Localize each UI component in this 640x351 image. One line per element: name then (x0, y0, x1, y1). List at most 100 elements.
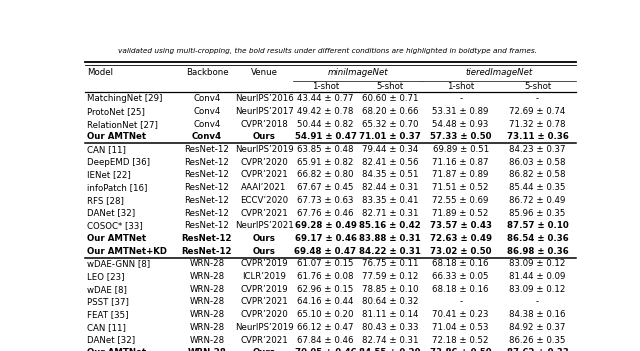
Text: CVPR’2019: CVPR’2019 (240, 259, 288, 269)
Text: Ours: Ours (253, 234, 275, 243)
Text: 82.41 ± 0.56: 82.41 ± 0.56 (362, 158, 419, 167)
Text: 86.82 ± 0.58: 86.82 ± 0.58 (509, 171, 566, 179)
Text: 84.23 ± 0.37: 84.23 ± 0.37 (509, 145, 566, 154)
Text: ICLR’2019: ICLR’2019 (242, 272, 286, 281)
Text: 61.07 ± 0.15: 61.07 ± 0.15 (297, 259, 354, 269)
Text: 1-shot: 1-shot (447, 82, 474, 91)
Text: 80.43 ± 0.33: 80.43 ± 0.33 (362, 323, 419, 332)
Text: ECCV’2020: ECCV’2020 (240, 196, 288, 205)
Text: ResNet-12: ResNet-12 (184, 208, 229, 218)
Text: 87.57 ± 0.10: 87.57 ± 0.10 (507, 221, 568, 230)
Text: -: - (536, 298, 539, 306)
Text: PSST [37]: PSST [37] (87, 298, 129, 306)
Text: infoPatch [16]: infoPatch [16] (87, 183, 147, 192)
Text: 68.20 ± 0.66: 68.20 ± 0.66 (362, 107, 419, 116)
Text: 68.18 ± 0.16: 68.18 ± 0.16 (433, 259, 489, 269)
Text: -: - (459, 298, 462, 306)
Text: 71.89 ± 0.52: 71.89 ± 0.52 (433, 208, 489, 218)
Text: 43.44 ± 0.77: 43.44 ± 0.77 (297, 94, 354, 103)
Text: AAAI’2021: AAAI’2021 (241, 183, 287, 192)
Text: 63.85 ± 0.48: 63.85 ± 0.48 (297, 145, 354, 154)
Text: WRN-28: WRN-28 (189, 310, 225, 319)
Text: CAN [11]: CAN [11] (87, 145, 126, 154)
Text: 69.28 ± 0.49: 69.28 ± 0.49 (294, 221, 356, 230)
Text: ResNet-12: ResNet-12 (184, 196, 229, 205)
Text: NeurIPS’2019: NeurIPS’2019 (235, 145, 293, 154)
Text: Ours: Ours (253, 132, 275, 141)
Text: CVPR’2021: CVPR’2021 (240, 171, 288, 179)
Text: 54.91 ± 0.47: 54.91 ± 0.47 (294, 132, 356, 141)
Text: 72.18 ± 0.52: 72.18 ± 0.52 (433, 336, 489, 345)
Text: FEAT [35]: FEAT [35] (87, 310, 129, 319)
Text: 67.84 ± 0.46: 67.84 ± 0.46 (297, 336, 354, 345)
Text: CVPR’2020: CVPR’2020 (240, 158, 288, 167)
Text: 71.51 ± 0.52: 71.51 ± 0.52 (433, 183, 489, 192)
Text: COSOC* [33]: COSOC* [33] (87, 221, 143, 230)
Text: 5-shot: 5-shot (524, 82, 551, 91)
Text: 71.16 ± 0.87: 71.16 ± 0.87 (433, 158, 489, 167)
Text: 70.41 ± 0.23: 70.41 ± 0.23 (433, 310, 489, 319)
Text: CVPR’2020: CVPR’2020 (240, 310, 288, 319)
Text: 71.04 ± 0.53: 71.04 ± 0.53 (433, 323, 489, 332)
Text: ResNet-12: ResNet-12 (184, 171, 229, 179)
Text: 83.88 ± 0.31: 83.88 ± 0.31 (359, 234, 421, 243)
Text: Conv4: Conv4 (192, 132, 222, 141)
Text: Conv4: Conv4 (193, 107, 221, 116)
Text: DANet [32]: DANet [32] (87, 336, 135, 345)
Text: 57.33 ± 0.50: 57.33 ± 0.50 (430, 132, 492, 141)
Text: Backbone: Backbone (186, 68, 228, 78)
Text: 85.44 ± 0.35: 85.44 ± 0.35 (509, 183, 566, 192)
Text: 81.44 ± 0.09: 81.44 ± 0.09 (509, 272, 566, 281)
Text: Our AMTNet: Our AMTNet (87, 132, 146, 141)
Text: ResNet-12: ResNet-12 (182, 247, 232, 256)
Text: 66.12 ± 0.47: 66.12 ± 0.47 (297, 323, 354, 332)
Text: 77.59 ± 0.12: 77.59 ± 0.12 (362, 272, 418, 281)
Text: NeurIPS’2019: NeurIPS’2019 (235, 323, 293, 332)
Text: 65.32 ± 0.70: 65.32 ± 0.70 (362, 120, 419, 129)
Text: validated using multi-cropping, the bold results under different conditions are : validated using multi-cropping, the bold… (118, 48, 538, 54)
Text: CVPR’2019: CVPR’2019 (240, 285, 288, 294)
Text: 76.75 ± 0.11: 76.75 ± 0.11 (362, 259, 419, 269)
Text: 86.72 ± 0.49: 86.72 ± 0.49 (509, 196, 566, 205)
Text: WRN-28: WRN-28 (189, 336, 225, 345)
Text: wDAE [8]: wDAE [8] (87, 285, 127, 294)
Text: 87.62 ± 0.33: 87.62 ± 0.33 (507, 348, 568, 351)
Text: WRN-28: WRN-28 (189, 323, 225, 332)
Text: Venue: Venue (250, 68, 278, 78)
Text: 86.26 ± 0.35: 86.26 ± 0.35 (509, 336, 566, 345)
Text: ResNet-12: ResNet-12 (184, 145, 229, 154)
Text: 84.55 ± 0.29: 84.55 ± 0.29 (359, 348, 421, 351)
Text: 73.02 ± 0.50: 73.02 ± 0.50 (430, 247, 492, 256)
Text: ResNet-12: ResNet-12 (182, 234, 232, 243)
Text: 69.17 ± 0.46: 69.17 ± 0.46 (294, 234, 356, 243)
Text: NeurIPS’2021: NeurIPS’2021 (235, 221, 293, 230)
Text: 84.38 ± 0.16: 84.38 ± 0.16 (509, 310, 566, 319)
Text: 72.63 ± 0.49: 72.63 ± 0.49 (429, 234, 492, 243)
Text: 72.55 ± 0.69: 72.55 ± 0.69 (433, 196, 489, 205)
Text: Conv4: Conv4 (193, 120, 221, 129)
Text: 68.18 ± 0.16: 68.18 ± 0.16 (433, 285, 489, 294)
Text: CVPR’2021: CVPR’2021 (240, 208, 288, 218)
Text: WRN-28: WRN-28 (189, 272, 225, 281)
Text: 49.42 ± 0.78: 49.42 ± 0.78 (298, 107, 354, 116)
Text: 64.16 ± 0.44: 64.16 ± 0.44 (297, 298, 354, 306)
Text: RFS [28]: RFS [28] (87, 196, 124, 205)
Text: 82.74 ± 0.31: 82.74 ± 0.31 (362, 336, 419, 345)
Text: Ours: Ours (253, 247, 275, 256)
Text: -: - (536, 94, 539, 103)
Text: MatchingNet [29]: MatchingNet [29] (87, 94, 163, 103)
Text: ResNet-12: ResNet-12 (184, 221, 229, 230)
Text: 86.03 ± 0.58: 86.03 ± 0.58 (509, 158, 566, 167)
Text: 70.05 ± 0.46: 70.05 ± 0.46 (294, 348, 356, 351)
Text: 86.98 ± 0.36: 86.98 ± 0.36 (507, 247, 568, 256)
Text: CVPR’2018: CVPR’2018 (240, 120, 288, 129)
Text: ProtoNet [25]: ProtoNet [25] (87, 107, 145, 116)
Text: 83.09 ± 0.12: 83.09 ± 0.12 (509, 259, 566, 269)
Text: 71.32 ± 0.78: 71.32 ± 0.78 (509, 120, 566, 129)
Text: 72.69 ± 0.74: 72.69 ± 0.74 (509, 107, 566, 116)
Text: 79.44 ± 0.34: 79.44 ± 0.34 (362, 145, 418, 154)
Text: miniImageNet: miniImageNet (328, 68, 388, 78)
Text: ResNet-12: ResNet-12 (184, 158, 229, 167)
Text: WRN-28: WRN-28 (188, 348, 227, 351)
Text: 71.01 ± 0.37: 71.01 ± 0.37 (359, 132, 421, 141)
